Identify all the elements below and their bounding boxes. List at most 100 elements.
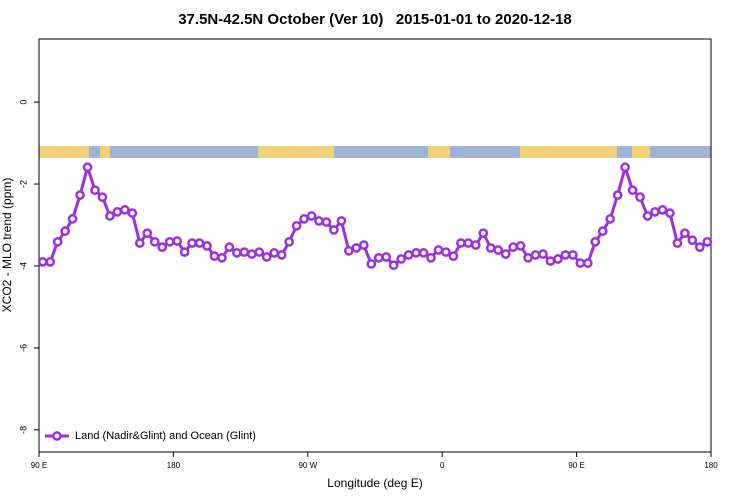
data-point [590, 236, 601, 247]
data-point [448, 251, 459, 262]
data-point [493, 245, 504, 255]
y-tick-label: -8 [18, 426, 28, 434]
data-point [134, 238, 145, 248]
data-point [403, 250, 414, 260]
data-point [142, 228, 153, 239]
data-point [202, 241, 212, 251]
data-point [605, 214, 616, 224]
data-point [657, 205, 668, 215]
data-point [702, 236, 713, 247]
data-point [530, 250, 541, 260]
data-point [426, 252, 436, 263]
data-point [209, 251, 220, 262]
data-point [45, 257, 56, 267]
data-point [694, 242, 705, 252]
data-point [217, 252, 227, 263]
data-point [523, 252, 533, 263]
data-point [680, 228, 690, 239]
y-axis-label: XCO2 - MLO trend (ppm) [0, 178, 14, 313]
data-point [463, 238, 474, 248]
data-point [254, 247, 265, 257]
data-point [149, 236, 160, 247]
data-point [314, 216, 324, 226]
data-point [105, 211, 115, 221]
strip-land [258, 146, 334, 158]
data-point [411, 248, 421, 258]
data-point [485, 243, 496, 253]
data-point [620, 162, 630, 173]
y-tick-label: -2 [18, 180, 28, 188]
data-point [67, 214, 78, 224]
data-point [418, 248, 429, 258]
data-point [261, 252, 272, 262]
data-point [299, 214, 309, 224]
data-point [515, 241, 526, 251]
data-point [650, 207, 660, 217]
data-point [538, 249, 548, 259]
data-point [373, 252, 384, 263]
data-point [478, 228, 489, 239]
data-point [642, 211, 653, 221]
data-point [90, 185, 100, 196]
data-point [441, 247, 451, 257]
data-point [351, 243, 362, 253]
y-tick-label: 0 [18, 100, 28, 105]
data-point [306, 211, 317, 221]
data-point [627, 185, 638, 196]
data-point [553, 254, 563, 264]
data-point [239, 247, 250, 257]
data-point [545, 256, 556, 266]
x-tick-label: 90 E [568, 461, 584, 470]
data-point [37, 257, 48, 267]
data-point [52, 236, 63, 247]
data-point [329, 225, 339, 235]
data-point [433, 245, 444, 255]
data-point [291, 220, 302, 231]
data-point [164, 236, 175, 247]
y-tick-label: -6 [18, 344, 28, 352]
data-point [396, 254, 406, 264]
data-point [582, 258, 593, 268]
x-tick-label: 180 [167, 461, 181, 470]
strip-land [428, 146, 450, 158]
data-point [276, 250, 287, 260]
data-point [157, 242, 168, 252]
data-point [172, 236, 182, 246]
strip-land [520, 146, 617, 158]
x-tick-label: 180 [704, 461, 718, 470]
x-tick-label: 90 W [298, 461, 317, 470]
legend-marker [52, 431, 62, 441]
x-axis-label: Longitude (deg E) [327, 476, 422, 490]
data-point [269, 248, 280, 258]
data-point [336, 216, 347, 226]
data-point [597, 226, 608, 237]
data-point [568, 250, 578, 260]
data-point [388, 260, 399, 271]
chart-title: 37.5N-42.5N October (Ver 10) 2015-01-01 … [178, 11, 572, 28]
x-tick-label: 0 [440, 461, 445, 470]
data-point [381, 252, 392, 262]
data-point [112, 207, 123, 217]
data-point [232, 248, 242, 258]
data-point [672, 238, 683, 248]
data-point [366, 259, 377, 269]
y-tick-label: -4 [18, 262, 28, 270]
data-point [665, 208, 675, 218]
land-ocean-strip [39, 146, 711, 158]
data-point [612, 190, 623, 200]
data-point [560, 250, 571, 260]
data-point [127, 208, 138, 218]
data-point [456, 238, 466, 248]
data-point [179, 247, 190, 257]
data-point [284, 236, 294, 247]
strip-land [39, 146, 89, 158]
data-point [224, 242, 235, 252]
strip-land [632, 146, 650, 158]
data-point [194, 238, 205, 248]
strip-land [100, 146, 110, 158]
data-point [321, 217, 332, 227]
data-point [82, 162, 93, 173]
data-point [187, 238, 197, 248]
data-point [60, 226, 70, 237]
